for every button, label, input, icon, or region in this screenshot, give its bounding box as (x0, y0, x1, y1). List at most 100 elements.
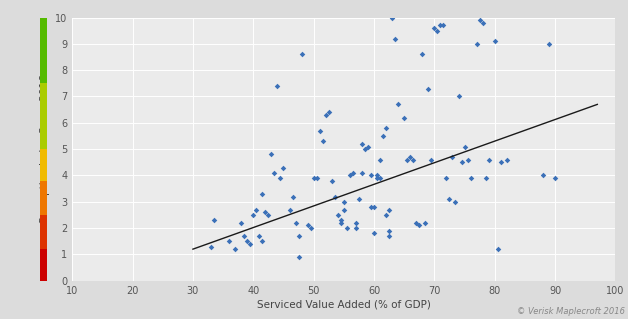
Point (206, 244, 216, 249)
Point (384, 234, 394, 239)
Bar (40, 215, 47, 249)
Point (502, 157, 512, 162)
Point (372, 173, 382, 178)
Point (269, 170, 279, 175)
Point (306, 226, 316, 231)
Point (242, 239, 252, 244)
Point (266, 152, 276, 157)
Point (372, 175, 382, 181)
Point (381, 212, 391, 218)
Point (475, 18, 485, 23)
Point (378, 133, 388, 138)
Point (342, 226, 352, 231)
Point (402, 157, 412, 162)
Point (276, 175, 286, 181)
Point (538, 173, 548, 178)
Point (239, 234, 249, 239)
Point (414, 223, 425, 228)
Point (490, 39, 500, 44)
Point (447, 154, 457, 160)
Point (430, 26, 440, 31)
Point (363, 144, 373, 149)
Point (450, 199, 460, 204)
Point (438, 23, 448, 28)
Point (472, 41, 482, 47)
Point (495, 160, 506, 165)
Point (318, 139, 328, 144)
Point (345, 173, 355, 178)
Point (263, 212, 273, 218)
Point (493, 247, 503, 252)
Point (278, 165, 288, 170)
Point (333, 212, 343, 218)
Point (315, 128, 325, 133)
Point (230, 247, 240, 252)
Point (387, 15, 397, 20)
Point (366, 204, 376, 210)
Point (445, 197, 455, 202)
Point (423, 86, 433, 91)
Point (432, 28, 442, 33)
Point (351, 220, 361, 226)
X-axis label: Serviced Value Added (% of GDP): Serviced Value Added (% of GDP) (257, 300, 431, 310)
Point (360, 147, 370, 152)
Point (480, 175, 490, 181)
Point (420, 220, 430, 226)
Point (338, 199, 349, 204)
Point (478, 20, 488, 26)
Point (261, 210, 271, 215)
Point (296, 52, 306, 57)
Point (338, 207, 349, 212)
Point (384, 207, 394, 212)
Bar (40, 181, 47, 215)
Point (311, 175, 322, 181)
Point (351, 226, 361, 231)
Bar (40, 249, 47, 281)
Point (390, 36, 400, 41)
Point (460, 144, 470, 149)
Point (484, 157, 494, 162)
Point (303, 223, 313, 228)
Point (544, 41, 554, 47)
Bar (40, 83, 47, 149)
Point (246, 241, 256, 247)
Point (405, 154, 415, 160)
Point (441, 175, 452, 181)
Point (209, 218, 219, 223)
Point (366, 173, 376, 178)
Point (357, 141, 367, 146)
Point (357, 170, 367, 175)
Point (248, 212, 258, 218)
Point (465, 175, 475, 181)
Point (375, 157, 385, 162)
Point (463, 157, 473, 162)
Point (336, 220, 346, 226)
Point (257, 239, 268, 244)
Point (417, 52, 427, 57)
Point (323, 110, 333, 115)
Point (369, 231, 379, 236)
Point (236, 220, 246, 226)
Text: © Verisk Maplecroft 2016: © Verisk Maplecroft 2016 (517, 307, 625, 316)
Y-axis label: Corruption Index Score 2016: Corruption Index Score 2016 (40, 74, 50, 224)
Point (453, 94, 463, 99)
Point (308, 175, 318, 181)
Point (321, 112, 331, 117)
Point (393, 102, 403, 107)
Point (254, 234, 264, 239)
Bar (40, 18, 47, 83)
Point (327, 178, 337, 183)
Bar (40, 149, 47, 181)
Point (291, 220, 301, 226)
Point (354, 197, 364, 202)
Point (293, 234, 303, 239)
Point (369, 204, 379, 210)
Point (251, 207, 261, 212)
Point (224, 239, 234, 244)
Point (336, 218, 346, 223)
Point (408, 157, 418, 162)
Point (273, 84, 283, 89)
Point (348, 170, 358, 175)
Point (293, 255, 303, 260)
Point (330, 194, 340, 199)
